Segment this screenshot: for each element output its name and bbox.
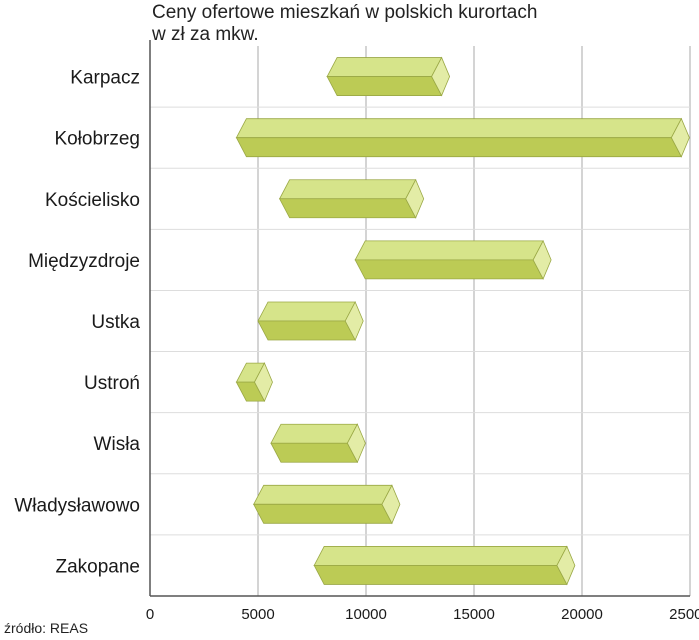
bar-top-face xyxy=(257,301,356,322)
bar-end-cap xyxy=(532,239,552,280)
bar-front-face xyxy=(278,198,417,219)
category-label: Ustroń xyxy=(84,373,140,394)
bar-front-face xyxy=(326,76,443,96)
bar-end-cap xyxy=(405,178,425,219)
x-tick-label: 25000 xyxy=(669,606,699,623)
category-label: Międzyzdroje xyxy=(28,251,140,272)
category-label: Zakopane xyxy=(55,556,140,577)
x-tick-label: 0 xyxy=(146,606,154,623)
bar-top-face xyxy=(313,546,568,566)
bar-front-face xyxy=(313,565,568,585)
bar-front-face xyxy=(354,259,544,280)
bar-end-cap xyxy=(381,484,401,525)
bar-front-face xyxy=(235,137,683,158)
bar-front-face xyxy=(253,503,393,524)
chart-title: Ceny ofertowe mieszkań w polskich kurort… xyxy=(152,2,538,23)
x-tick-label: 5000 xyxy=(241,606,274,623)
chart-subtitle: w zł za mkw. xyxy=(152,24,259,45)
bar-end-cap xyxy=(670,117,690,158)
category-label: Wisła xyxy=(94,434,141,455)
source-note: źródło: REAS xyxy=(4,620,89,636)
x-tick-label: 20000 xyxy=(561,606,603,623)
bar-front-face xyxy=(270,442,359,463)
bar-top-face xyxy=(253,484,393,505)
category-label: Władysławowo xyxy=(14,495,140,516)
bar-end-cap xyxy=(556,545,576,586)
bar-top-face xyxy=(326,57,443,77)
bar-end-cap xyxy=(431,56,451,97)
bar-end-cap xyxy=(344,301,364,341)
bar-front-face xyxy=(257,320,356,341)
x-tick-label: 10000 xyxy=(345,606,387,623)
category-label: Karpacz xyxy=(70,68,140,89)
category-label: Kołobrzeg xyxy=(54,129,140,150)
category-label: Kościelisko xyxy=(45,190,140,211)
bar-top-face xyxy=(235,118,683,139)
bar-top-face xyxy=(270,423,359,444)
bar-end-cap xyxy=(254,362,273,403)
bar-end-cap xyxy=(346,423,366,464)
bar-top-face xyxy=(278,179,417,200)
x-tick-label: 15000 xyxy=(453,606,495,623)
category-label: Ustka xyxy=(91,312,140,333)
bar-top-face xyxy=(354,240,544,261)
